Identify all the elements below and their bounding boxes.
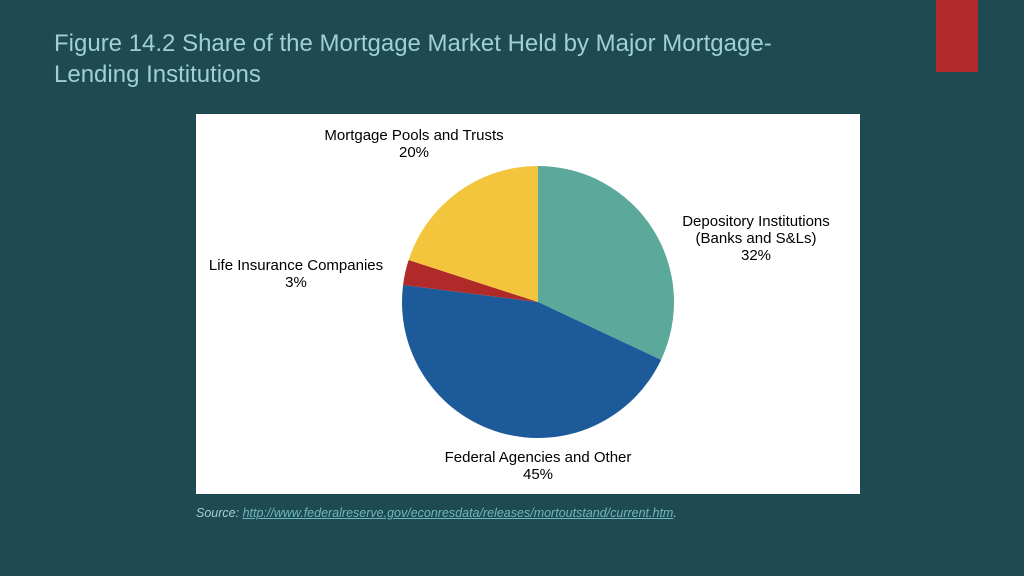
accent-bar <box>936 0 978 72</box>
source-prefix: Source: <box>196 506 243 520</box>
pie-slice-label: Depository Institutions(Banks and S&Ls)3… <box>682 213 830 264</box>
source-suffix: . <box>673 506 676 520</box>
pie-slice-label: Mortgage Pools and Trusts20% <box>324 127 503 161</box>
pie-chart-panel: Depository Institutions(Banks and S&Ls)3… <box>196 114 860 494</box>
pie-slice-label: Life Insurance Companies3% <box>209 257 383 291</box>
pie-slice-label: Federal Agencies and Other45% <box>445 449 632 483</box>
source-link[interactable]: http://www.federalreserve.gov/econresdat… <box>243 506 674 520</box>
slide-title: Figure 14.2 Share of the Mortgage Market… <box>54 28 814 90</box>
slide: Figure 14.2 Share of the Mortgage Market… <box>0 0 1024 576</box>
pie-chart: Depository Institutions(Banks and S&Ls)3… <box>196 114 860 494</box>
source-line: Source: http://www.federalreserve.gov/ec… <box>196 506 677 520</box>
